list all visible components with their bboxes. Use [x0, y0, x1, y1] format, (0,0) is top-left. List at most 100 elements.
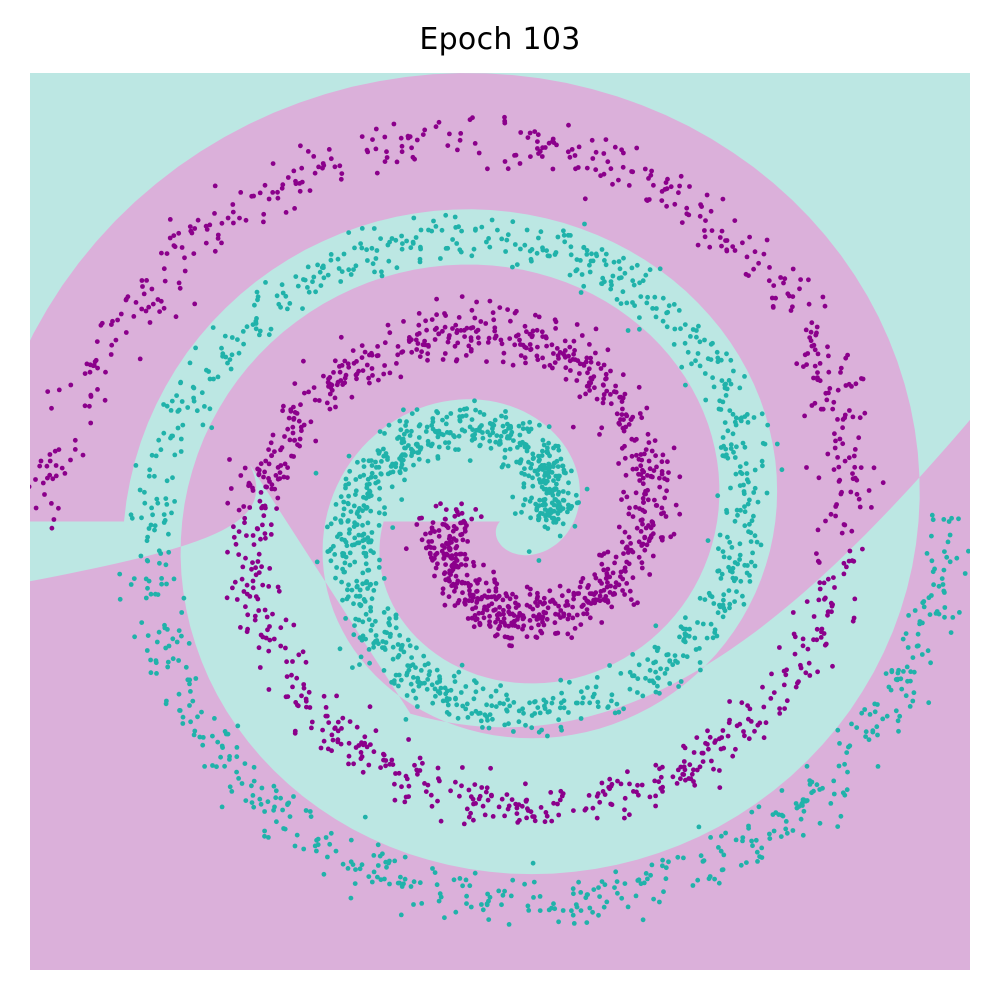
data-point	[806, 301, 812, 307]
data-point	[517, 440, 523, 446]
data-point	[474, 616, 480, 622]
data-point	[186, 641, 192, 646]
data-point	[506, 721, 511, 727]
data-point	[382, 340, 388, 346]
data-point	[350, 665, 355, 670]
data-point	[496, 611, 502, 616]
data-point	[442, 516, 448, 522]
data-point	[633, 893, 639, 899]
data-point	[515, 614, 521, 619]
data-point	[416, 331, 422, 336]
data-point	[821, 631, 827, 636]
data-point	[681, 772, 687, 777]
data-point	[263, 280, 268, 285]
data-point	[413, 337, 419, 343]
data-point	[438, 685, 444, 691]
data-point	[798, 816, 804, 822]
data-point	[711, 766, 716, 772]
data-point	[550, 138, 555, 144]
data-point	[720, 728, 726, 733]
data-point	[436, 444, 442, 450]
data-point	[257, 190, 263, 196]
data-point	[393, 237, 399, 243]
data-point	[219, 220, 225, 226]
data-point	[499, 413, 504, 419]
data-point	[303, 659, 309, 665]
data-point	[291, 417, 297, 422]
data-point	[671, 531, 677, 537]
data-point	[262, 182, 268, 188]
data-point	[400, 452, 405, 458]
data-point	[718, 445, 724, 450]
data-point	[638, 529, 644, 534]
data-point	[505, 463, 511, 469]
data-point	[515, 445, 520, 450]
data-point	[551, 478, 556, 483]
data-point	[153, 658, 159, 663]
data-point	[181, 595, 187, 601]
data-point	[395, 642, 401, 647]
data-point	[492, 579, 498, 585]
data-point	[433, 693, 438, 699]
data-point	[552, 317, 558, 323]
data-point	[133, 463, 139, 468]
data-point	[206, 369, 212, 374]
data-point	[344, 596, 350, 602]
data-point	[719, 228, 725, 234]
data-point	[192, 728, 198, 734]
data-point	[612, 560, 617, 566]
data-point	[95, 387, 100, 392]
data-point	[420, 132, 426, 138]
data-point	[664, 488, 669, 494]
data-point	[549, 818, 555, 824]
data-point	[390, 656, 396, 662]
data-point	[749, 518, 755, 524]
data-point	[557, 533, 563, 539]
data-point	[757, 854, 762, 859]
data-point	[658, 774, 664, 780]
data-point	[588, 601, 594, 606]
data-point	[613, 580, 619, 586]
data-point	[517, 337, 522, 343]
data-point	[570, 424, 576, 430]
data-point	[633, 504, 638, 510]
data-point	[230, 209, 236, 215]
data-point	[545, 605, 551, 611]
data-point	[400, 349, 406, 354]
data-point	[553, 631, 559, 636]
data-point	[929, 512, 935, 518]
data-point	[618, 671, 624, 676]
data-point	[493, 586, 499, 591]
data-point	[354, 376, 359, 382]
data-point	[275, 476, 281, 482]
data-point	[485, 891, 490, 897]
data-point	[440, 543, 445, 548]
data-point	[444, 414, 450, 420]
data-point	[503, 249, 508, 254]
data-point	[255, 526, 261, 532]
data-point	[354, 511, 360, 516]
data-point	[695, 620, 700, 625]
data-point	[512, 511, 518, 516]
data-point	[209, 425, 215, 431]
data-point	[605, 566, 611, 572]
data-point	[399, 149, 405, 155]
data-point	[572, 357, 578, 362]
data-point	[587, 905, 593, 911]
data-point	[262, 469, 267, 475]
data-point	[601, 597, 606, 602]
data-point	[179, 633, 184, 639]
data-point	[599, 247, 605, 252]
data-point	[589, 376, 595, 382]
data-point	[628, 597, 634, 602]
data-point	[346, 753, 352, 759]
data-point	[559, 793, 565, 799]
data-point	[476, 796, 482, 802]
data-point	[371, 644, 376, 650]
data-point	[251, 778, 257, 784]
data-point	[203, 223, 209, 229]
data-point	[589, 251, 594, 257]
data-point	[706, 590, 712, 596]
data-point	[966, 548, 970, 554]
data-point	[378, 236, 383, 242]
